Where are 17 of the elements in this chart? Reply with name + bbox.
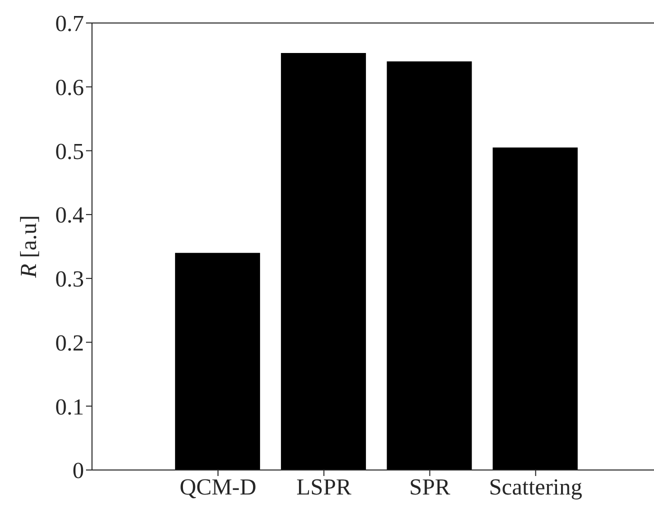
bar [492, 148, 578, 470]
x-tick-label: SPR [409, 474, 451, 500]
y-tick-label: 0.7 [55, 11, 84, 36]
y-tick-label: 0.2 [55, 330, 84, 356]
y-tick-label: 0.1 [55, 394, 84, 420]
y-tick-label: 0.4 [55, 202, 84, 228]
x-tick-label: QCM-D [180, 474, 256, 500]
bar [280, 53, 366, 470]
y-tick-label: 0.5 [55, 138, 84, 164]
y-tick-label: 0 [72, 458, 84, 484]
y-tick-label: 0.3 [55, 266, 84, 292]
bar [386, 61, 472, 470]
x-tick-label: Scattering [489, 474, 583, 500]
y-axis-title: R [a.u] [16, 215, 41, 279]
bar [175, 252, 260, 470]
y-tick-label: 0.6 [55, 75, 84, 100]
x-tick-label: LSPR [296, 474, 352, 500]
